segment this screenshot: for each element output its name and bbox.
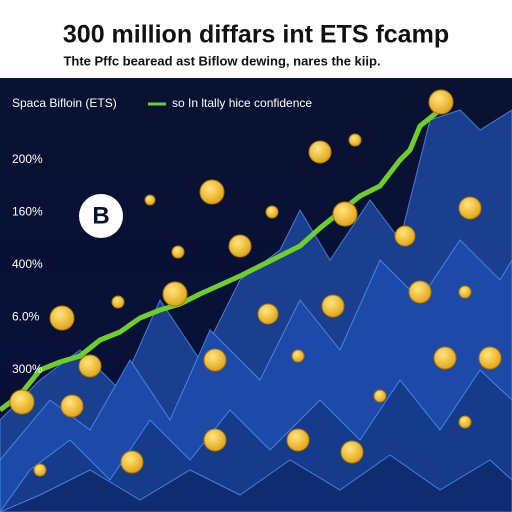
axis-labels: 200% 160% 400% 6.0% 300% — [12, 152, 43, 376]
svg-text:B: B — [92, 202, 109, 229]
mountains — [0, 109, 512, 512]
axis-label: 400% — [12, 257, 43, 271]
axis-label: 6.0% — [12, 310, 40, 324]
bitcoin-badge: B — [79, 194, 123, 238]
trend-line — [0, 108, 442, 412]
title: 300 million diffars int ETS fcamp — [63, 21, 449, 49]
axis-label: 160% — [12, 205, 43, 219]
axis-label: 300% — [12, 362, 43, 376]
subtitle: Thte Pffc bearead ast Biflow dewing, nar… — [63, 53, 380, 68]
coins — [9, 89, 502, 477]
axis-label: 200% — [12, 152, 43, 166]
legend-line-label: so In ltally hice confidence — [172, 96, 312, 110]
header-band — [0, 0, 512, 78]
legend-label: Spaca Bifloin (ETS) — [12, 96, 117, 110]
